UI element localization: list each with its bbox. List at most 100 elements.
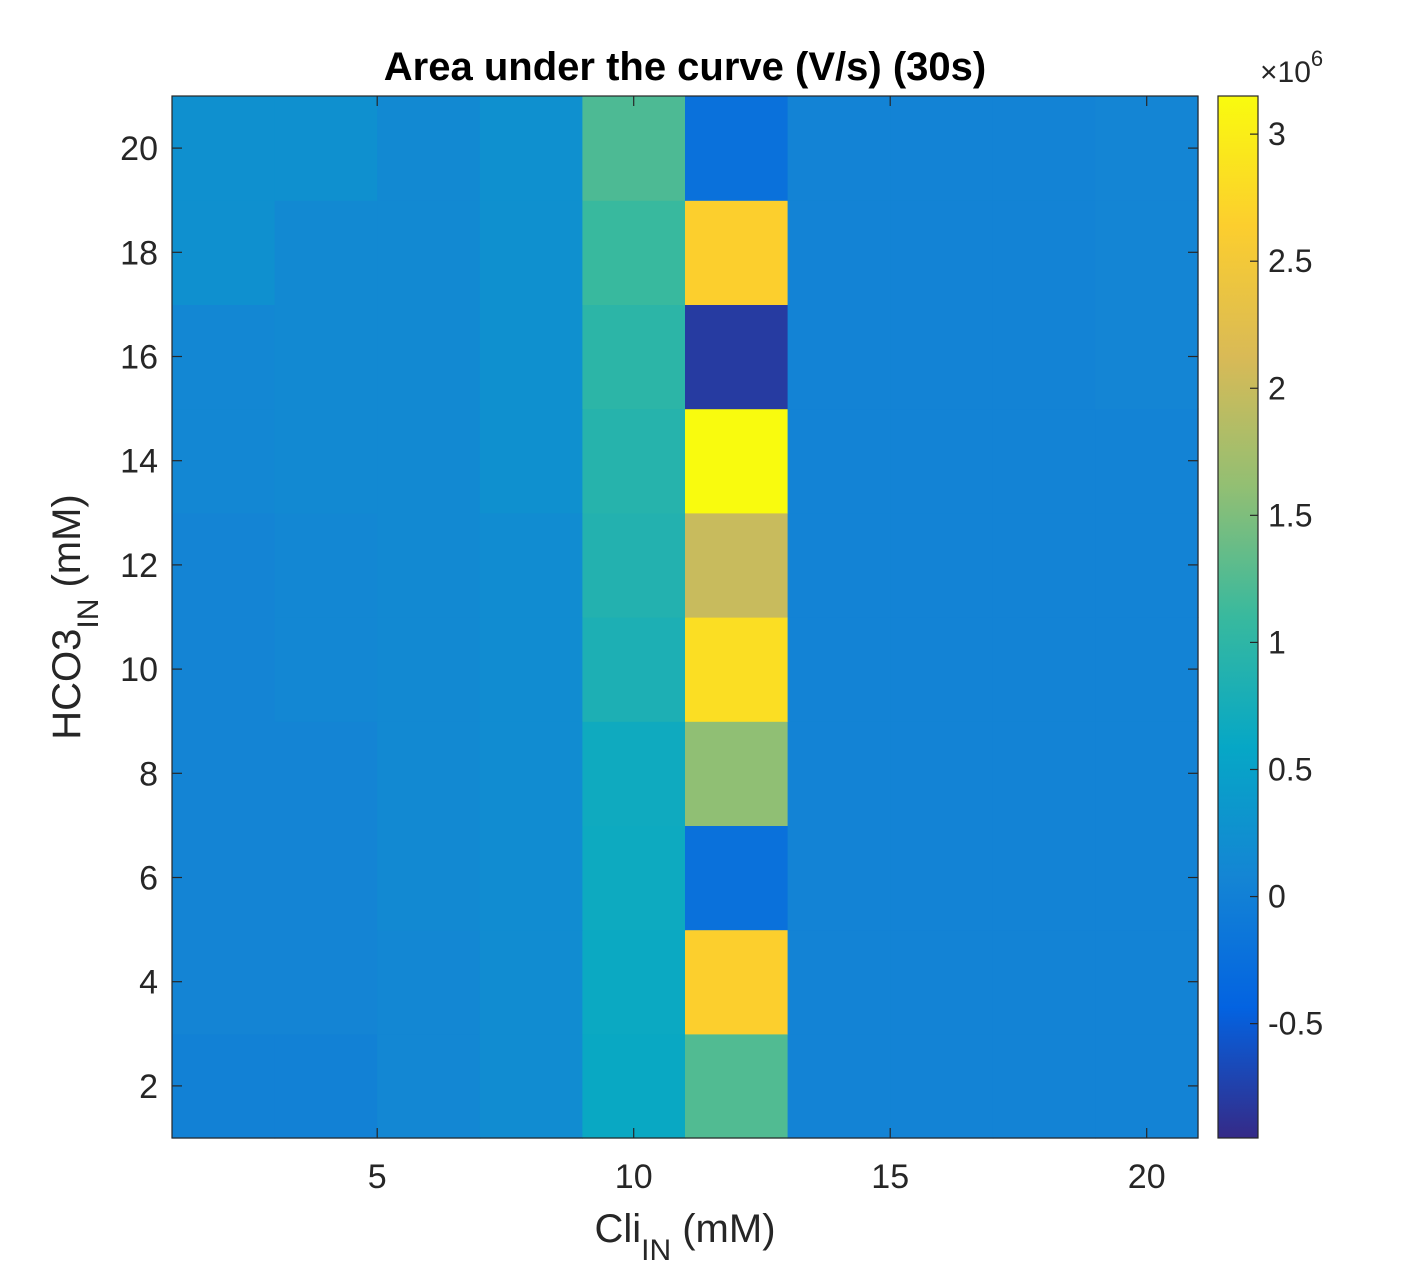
heatmap-cell <box>582 408 686 514</box>
heatmap-cell <box>1095 825 1199 931</box>
x-axis-label: CliIN (mM) <box>594 1207 775 1267</box>
colorbar-ticks: -0.5 0 0.5 1 1.5 2 2.5 3 <box>1250 116 1323 1042</box>
heatmap-cell <box>377 408 481 514</box>
heatmap-cell <box>479 96 583 201</box>
heatmap-cell <box>787 721 891 826</box>
colorbar: -0.5 0 0.5 1 1.5 2 2.5 3 ×106 <box>1217 46 1323 1139</box>
heatmap-cell <box>479 721 583 826</box>
heatmap-cell <box>890 408 994 514</box>
heatmap-cell <box>172 1033 276 1139</box>
chart-title: Area under the curve (V/s) (30s) <box>384 45 986 89</box>
heatmap-cell <box>787 825 891 931</box>
y-axis-label-suffix: (mM) <box>45 494 89 598</box>
heatmap-cell <box>274 825 378 931</box>
heatmap-cell <box>685 408 789 514</box>
x-axis-label-suffix: (mM) <box>671 1207 775 1251</box>
x-axis-label-base: Cli <box>594 1207 641 1251</box>
heatmap-cell <box>377 1033 481 1139</box>
heatmap-cell <box>890 1033 994 1139</box>
heatmap-cell <box>992 200 1096 305</box>
heatmap-cell <box>787 929 891 1035</box>
colorbar-tick-label: 2.5 <box>1268 243 1312 279</box>
heatmap-cell <box>274 721 378 826</box>
colorbar-exponent-power: 6 <box>1311 46 1323 71</box>
heatmap-cell <box>992 721 1096 826</box>
heatmap-cell <box>1095 617 1199 722</box>
plot-frame <box>171 95 1199 1139</box>
heatmap-cell <box>479 825 583 931</box>
heatmap-cell <box>479 408 583 514</box>
colorbar-tick-label: -0.5 <box>1268 1006 1323 1042</box>
heatmap-cell <box>890 512 994 618</box>
heatmap-cell <box>890 825 994 931</box>
heatmap-cell <box>274 408 378 514</box>
heatmap-cell <box>582 825 686 931</box>
heatmap-cell <box>685 825 789 931</box>
heatmap-cell <box>377 512 481 618</box>
y-tick-label: 20 <box>120 130 158 168</box>
heatmap-cell <box>274 96 378 201</box>
colorbar-tick-label: 0.5 <box>1268 751 1312 787</box>
heatmap-cell <box>479 1033 583 1139</box>
y-tick-label: 16 <box>120 339 158 377</box>
heatmap-cell <box>685 721 789 826</box>
y-axis-label: HCO3IN (mM) <box>45 494 105 740</box>
heatmap-cell <box>172 617 276 722</box>
heatmap-cell <box>582 1033 686 1139</box>
heatmap-cell <box>992 304 1096 410</box>
heatmap-cell <box>787 304 891 410</box>
heatmap-cell <box>685 1033 789 1139</box>
x-axis-label-sub: IN <box>641 1234 671 1267</box>
heatmap-cell <box>787 1033 891 1139</box>
heatmap-cell <box>992 825 1096 931</box>
heatmap-cell <box>582 929 686 1035</box>
y-axis-label-sub: IN <box>72 599 105 629</box>
y-axis-label-base: HCO3 <box>45 629 89 740</box>
heatmap-cell <box>890 721 994 826</box>
colorbar-gradient <box>1217 95 1259 1139</box>
x-tick-label: 10 <box>615 1158 653 1196</box>
heatmap-cell <box>787 96 891 201</box>
heatmap-cell <box>787 408 891 514</box>
heatmap-cell <box>890 929 994 1035</box>
heatmap-cell <box>274 304 378 410</box>
heatmap-cell <box>377 304 481 410</box>
heatmap-cells <box>172 96 1199 1139</box>
heatmap-cell <box>582 512 686 618</box>
heatmap-cell <box>787 512 891 618</box>
y-tick-label: 14 <box>120 443 158 481</box>
y-tick-label: 10 <box>120 651 158 689</box>
heatmap-cell <box>1095 200 1199 305</box>
heatmap-cell <box>685 200 789 305</box>
heatmap-cell <box>890 96 994 201</box>
heatmap-cell <box>479 512 583 618</box>
heatmap-cell <box>274 1033 378 1139</box>
heatmap-cell <box>685 617 789 722</box>
heatmap-cell <box>479 200 583 305</box>
heatmap-cell <box>992 512 1096 618</box>
heatmap-cell <box>992 408 1096 514</box>
heatmap-cell <box>172 512 276 618</box>
heatmap-cell <box>992 1033 1096 1139</box>
heatmap-cell <box>685 512 789 618</box>
heatmap-cell <box>479 304 583 410</box>
heatmap-cell <box>992 929 1096 1035</box>
heatmap-cell <box>992 96 1096 201</box>
heatmap-cell <box>172 408 276 514</box>
heatmap-cell <box>1095 408 1199 514</box>
heatmap-cell <box>377 617 481 722</box>
heatmap-cell <box>172 96 276 201</box>
y-tick-label: 6 <box>139 860 158 898</box>
y-tick-label: 4 <box>139 964 158 1002</box>
heatmap-cell <box>787 617 891 722</box>
heatmap-cell <box>274 512 378 618</box>
y-tick-label: 2 <box>139 1068 158 1106</box>
heatmap-cell <box>582 304 686 410</box>
heatmap-cell <box>582 200 686 305</box>
colorbar-tick-label: 1.5 <box>1268 497 1312 533</box>
y-tick-label: 12 <box>120 547 158 585</box>
heatmap-cell <box>172 200 276 305</box>
heatmap-cell <box>377 929 481 1035</box>
heatmap-cell <box>685 96 789 201</box>
